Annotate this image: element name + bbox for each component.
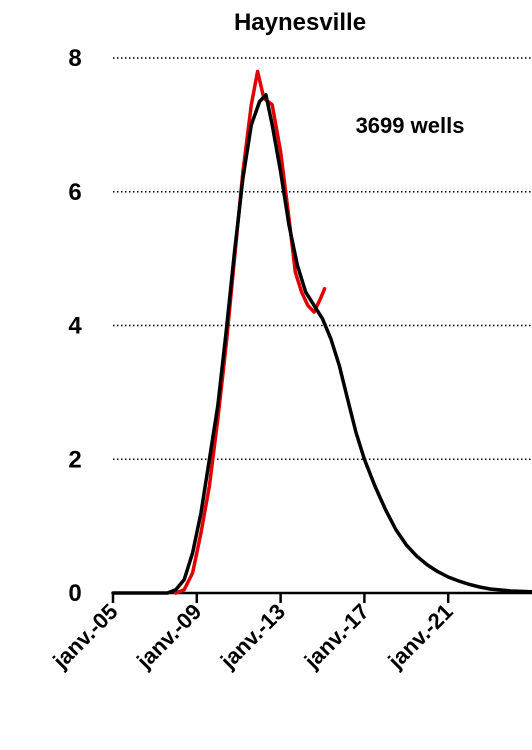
annotation-well-count: 3699 wells <box>356 113 465 138</box>
x-tick-label: janv.-05 <box>47 599 122 674</box>
series-line-2 <box>111 93 532 595</box>
y-tick-label: 2 <box>68 446 81 473</box>
x-tick-label: janv.-09 <box>131 599 206 674</box>
x-tick-label: janv.-17 <box>299 599 374 674</box>
x-tick-label: janv.-13 <box>215 599 290 674</box>
y-tick-label: 6 <box>68 179 81 206</box>
y-tick-label: 0 <box>68 580 81 607</box>
gridlines <box>113 57 532 461</box>
series-lines <box>111 69 532 595</box>
axes <box>111 591 532 603</box>
x-tick-label: janv.-21 <box>383 599 458 674</box>
x-tick-labels: janv.-05 janv.-09 janv.-13 janv.-17 janv.-21 <box>47 599 457 674</box>
y-tick-label: 4 <box>68 313 82 340</box>
chart-title: Haynesville <box>234 9 366 36</box>
y-tick-labels: 0 2 4 6 8 <box>68 45 82 607</box>
series-line-1 <box>174 69 327 595</box>
y-tick-label: 8 <box>68 45 81 72</box>
